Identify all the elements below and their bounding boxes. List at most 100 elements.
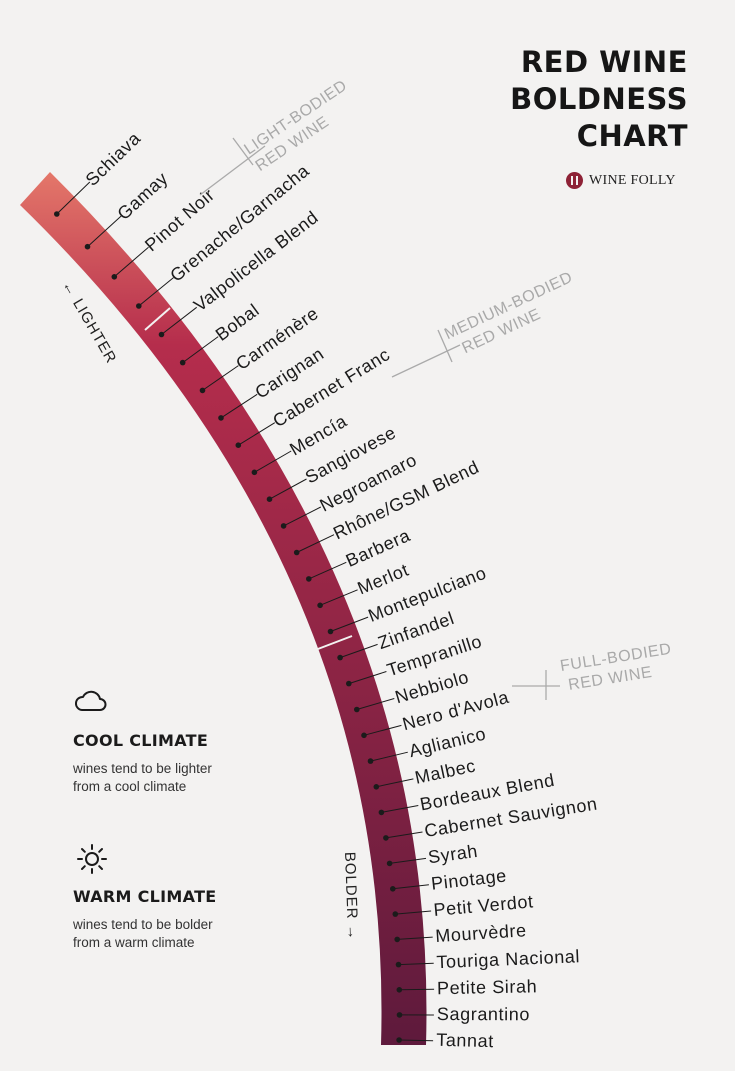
wine-label: Malbec [413,755,477,787]
warm-climate-desc-1: wines tend to be bolder [73,917,213,932]
wine-leader-line [398,962,434,966]
wine-dot [266,496,273,503]
group-label-full: FULL-BODIED RED WINE [559,641,673,694]
wine-dot [346,680,352,687]
wine-leader-line [308,561,347,580]
brand-name: WINE FOLLY [589,172,676,188]
warm-climate-desc-2: from a warm climate [73,935,195,950]
title-line-3: CHART [576,119,688,153]
wine-dot [317,602,323,609]
cloud-icon [75,690,107,711]
wine-dot [383,835,389,841]
title-line-2: BOLDNESS [510,82,688,116]
band-divider-2 [309,635,353,653]
wine-leader-line [238,422,276,446]
wine-dot [280,523,287,529]
wine-dot [354,706,360,713]
wine-dot [306,576,312,582]
wine-leader-line [381,805,419,813]
wine-dot [390,886,396,892]
wine-leader-line [319,589,358,606]
boldness-band [20,172,427,1045]
wine-leader-line [202,365,239,391]
wine-dot [373,784,380,790]
page-title: RED WINE BOLDNESS CHART [510,44,688,155]
wine-dot [327,628,334,635]
wine-leader-line [254,450,292,473]
wine-dot [235,442,242,449]
band-divider-1 [144,307,171,331]
wine-label: Touriga Nacional [436,946,580,972]
wine-dot [394,936,401,943]
wine-leader-line [220,393,258,419]
group-label-light: LIGHT-BODIED RED WINE [241,77,350,175]
brand: WINE FOLLY [566,172,676,189]
wine-dot [293,549,300,556]
wine-dot [367,758,374,764]
wine-leader-line [370,751,408,762]
sun-icon [77,844,107,874]
wine-folly-logo-icon [566,172,583,189]
wine-leader-line [348,671,387,685]
wine-dot [396,987,403,993]
wine-leader-line [389,857,427,864]
wine-dot [136,303,142,309]
wine-label: Gamay [113,168,172,224]
wine-leader-line [283,506,322,527]
wine-label: Schiava [82,128,145,190]
wine-dot [392,911,399,917]
wine-dot [386,860,393,867]
wine-leader-line [87,215,122,248]
wine-leader-line [356,698,395,710]
wine-label: Petit Verdot [433,891,535,920]
wine-leader-line [397,936,433,940]
wine-leader-line [296,534,335,553]
wine-dot [396,1012,403,1018]
wine-leader-line [330,616,369,632]
wine-leader-line [339,643,378,659]
medium-bodied-bracket [391,329,461,378]
wine-leader-line [385,831,423,839]
wine-label: Valpolicella Blend [190,207,322,316]
wine-leader-line [56,181,91,215]
wine-label: Petite Sirah [437,976,538,998]
warm-climate-title: WARM CLIMATE [73,887,217,906]
wine-leader-line [395,910,432,915]
wine-leader-line [113,246,149,278]
wine-leader-line [363,724,402,736]
wine-label: Tannat [436,1030,494,1051]
wine-dot [251,469,258,476]
wine-leader-line [161,306,198,335]
wine-leader-line [182,336,219,364]
cool-climate-desc-1: wines tend to be lighter [73,761,212,776]
wine-dot [396,1037,402,1043]
wine-dot [179,359,186,366]
title-line-1: RED WINE [520,45,688,79]
cool-climate-desc-2: from a cool climate [73,779,187,794]
wine-leader-line [399,988,435,991]
wine-leader-line [138,277,174,307]
light-bodied-bracket [199,137,266,196]
wine-dot [199,387,206,394]
wine-dot [378,809,385,816]
wine-label: Sagrantino [437,1004,530,1024]
wine-dot [84,243,91,250]
wine-dot [337,654,343,661]
wine-dot [111,274,118,280]
wine-dot [361,732,367,739]
cool-climate-title: COOL CLIMATE [73,731,209,750]
wine-label: Syrah [427,841,479,868]
wine-label: Bobal [212,300,263,345]
wine-dot [395,961,402,968]
wine-label: Mourvèdre [435,920,528,946]
wine-dot [218,415,224,421]
bolder-direction-label: BOLDER → [341,852,361,941]
group-label-medium: MEDIUM-BODIED RED WINE [442,269,575,357]
wine-label: Pinotage [430,865,508,893]
wine-dot [158,331,165,338]
wine-leader-line [269,478,307,500]
wine-leader-line [392,884,429,890]
wine-leader-line [376,778,414,788]
wine-dot [54,211,60,217]
